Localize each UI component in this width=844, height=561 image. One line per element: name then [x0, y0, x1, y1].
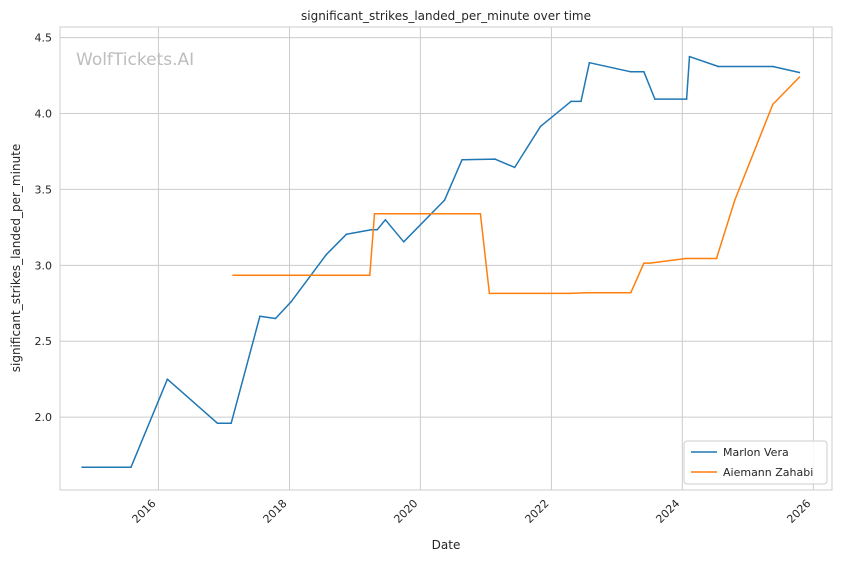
data-point-marlon-vera: [376, 228, 378, 231]
x-tick-label: 2020: [391, 497, 420, 526]
data-point-marlon-vera: [166, 378, 169, 380]
data-point-marlon-vera: [370, 228, 372, 231]
data-point-marlon-vera: [570, 100, 572, 103]
data-point-aiemann-zahabi: [369, 274, 371, 276]
y-tick-label: 3.0: [35, 259, 53, 272]
legend-label-marlon-vera: Marlon Vera: [723, 446, 789, 459]
data-point-marlon-vera: [274, 317, 277, 320]
series-line-marlon-vera: [82, 55, 800, 468]
data-point-marlon-vera: [81, 466, 83, 469]
data-point-marlon-vera: [685, 98, 688, 100]
legend-box: [683, 440, 828, 485]
data-point-marlon-vera: [325, 253, 328, 256]
data-point-marlon-vera: [384, 218, 387, 221]
data-point-marlon-vera: [345, 233, 348, 236]
data-point-marlon-vera: [588, 61, 591, 64]
y-tick-label: 4.0: [35, 108, 53, 121]
data-point-aiemann-zahabi: [373, 212, 376, 215]
data-point-marlon-vera: [130, 466, 132, 469]
data-point-aiemann-zahabi: [643, 262, 645, 264]
y-tick-label: 4.5: [35, 32, 53, 45]
data-point-marlon-vera: [461, 159, 463, 161]
data-point-marlon-vera: [513, 166, 516, 169]
data-point-aiemann-zahabi: [585, 291, 588, 294]
x-tick-label: 2026: [784, 497, 813, 526]
data-point-marlon-vera: [643, 70, 645, 73]
data-point-aiemann-zahabi: [479, 212, 482, 215]
data-point-aiemann-zahabi: [715, 257, 718, 260]
data-point-marlon-vera: [230, 422, 233, 425]
data-point-marlon-vera: [216, 422, 219, 425]
chart-title: significant_strikes_landed_per_minute ov…: [301, 9, 591, 23]
x-tick-label: 2018: [261, 497, 290, 526]
data-point-marlon-vera: [717, 65, 720, 68]
series-layer: [81, 55, 801, 469]
data-point-aiemann-zahabi: [798, 76, 801, 78]
data-point-marlon-vera: [539, 125, 542, 128]
data-point-marlon-vera: [443, 199, 446, 201]
grid: [60, 27, 832, 490]
data-point-aiemann-zahabi: [568, 292, 570, 295]
x-axis-ticks: 2016 2018 2020 2022 2024 2026: [130, 497, 814, 526]
x-tick-label: 2024: [653, 497, 682, 526]
x-axis-title: Date: [432, 538, 461, 552]
data-point-marlon-vera: [798, 71, 801, 74]
data-point-marlon-vera: [688, 55, 691, 58]
data-point-aiemann-zahabi: [232, 274, 234, 276]
x-tick-label: 2022: [523, 497, 552, 526]
data-point-marlon-vera: [654, 98, 656, 100]
y-tick-label: 2.0: [35, 411, 53, 424]
data-point-aiemann-zahabi: [649, 262, 651, 264]
data-point-aiemann-zahabi: [684, 257, 687, 260]
data-point-marlon-vera: [259, 315, 261, 317]
data-point-aiemann-zahabi: [488, 292, 491, 295]
data-point-aiemann-zahabi: [630, 291, 632, 294]
y-tick-label: 3.5: [35, 183, 53, 196]
data-point-marlon-vera: [580, 100, 582, 103]
data-point-marlon-vera: [630, 70, 632, 73]
x-tick-label: 2016: [130, 497, 159, 526]
y-axis-title: significant_strikes_landed_per_minute: [9, 144, 23, 373]
y-axis-ticks: 2.0 2.5 3.0 3.5 4.0 4.5: [35, 32, 53, 425]
data-point-marlon-vera: [290, 300, 292, 303]
legend-label-aiemann-zahabi: Aiemann Zahabi: [723, 466, 813, 479]
watermark-text: WolfTickets.AI: [76, 50, 194, 70]
data-point-aiemann-zahabi: [772, 103, 774, 106]
data-point-marlon-vera: [494, 158, 496, 160]
legend: Marlon Vera Aiemann Zahabi: [683, 440, 828, 485]
data-point-marlon-vera: [772, 65, 774, 68]
data-point-marlon-vera: [402, 241, 405, 243]
data-point-aiemann-zahabi: [734, 199, 736, 201]
y-tick-label: 2.5: [35, 335, 53, 348]
